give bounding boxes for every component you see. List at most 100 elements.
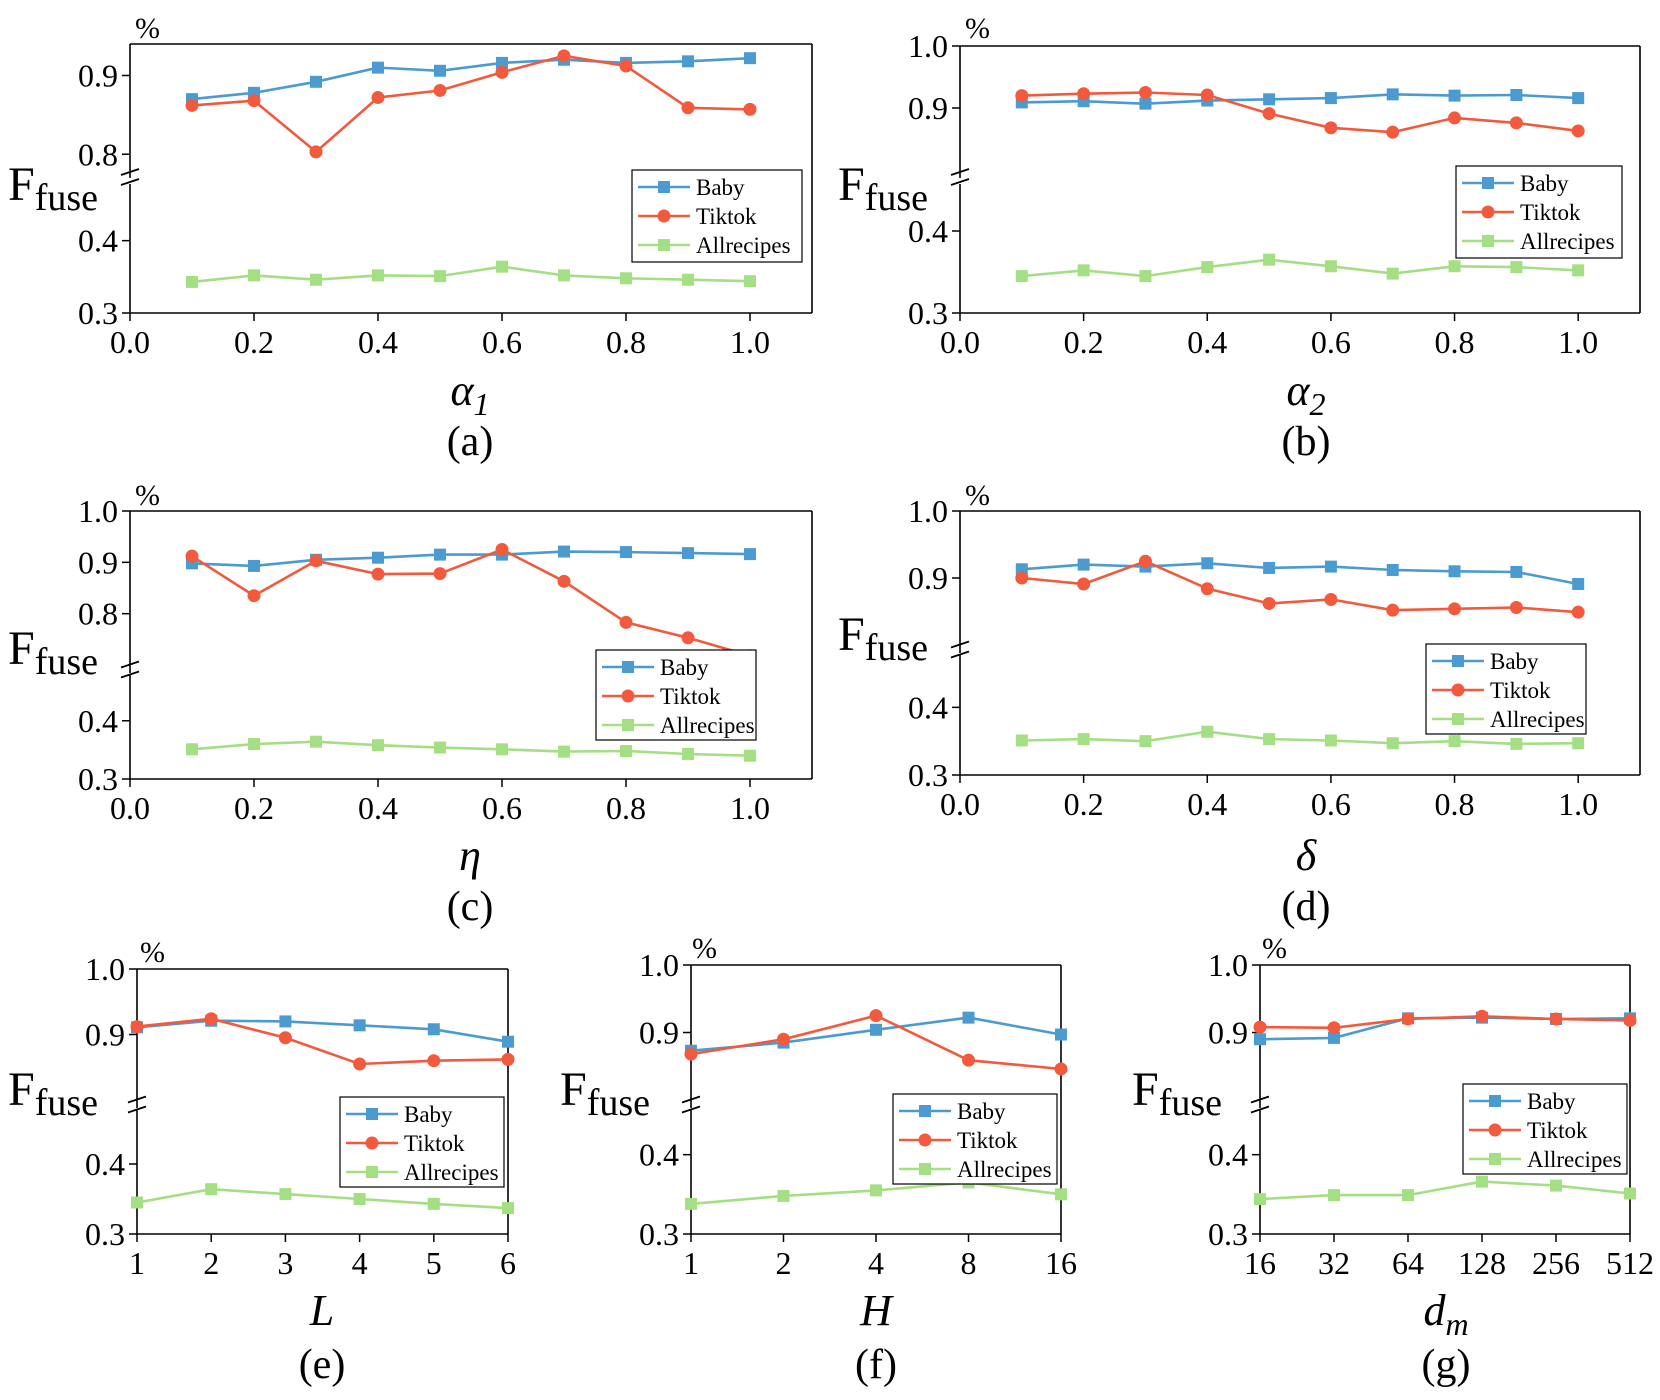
baby-marker <box>1452 655 1464 667</box>
subplot-caption: (f) <box>855 1342 897 1388</box>
baby-marker <box>1489 1095 1501 1107</box>
baby-marker <box>434 65 446 77</box>
allrecipes-marker <box>1476 1176 1488 1188</box>
allrecipes-marker <box>658 239 670 251</box>
tiktok-marker <box>248 94 261 107</box>
tiktok-marker <box>1572 124 1585 137</box>
x-tick-label: 0.8 <box>1435 324 1475 360</box>
y-axis-label: Ffuse <box>838 158 928 219</box>
baby-marker <box>1325 561 1337 573</box>
tiktok-marker <box>1139 555 1152 568</box>
tiktok-marker <box>685 1048 698 1061</box>
allrecipes-marker <box>1387 737 1399 749</box>
legend-label: Allrecipes <box>957 1157 1052 1182</box>
allrecipes-marker <box>1510 738 1522 750</box>
tiktok-marker <box>1510 116 1523 129</box>
allrecipes-line <box>192 267 750 282</box>
tiktok-marker <box>1077 87 1090 100</box>
legend-label: Tiktok <box>1520 200 1581 225</box>
tiktok-line <box>192 56 750 152</box>
allrecipes-marker <box>186 743 198 755</box>
x-tick-label: 6 <box>500 1245 516 1281</box>
x-tick-label: 0.2 <box>1064 324 1104 360</box>
unit-label: % <box>140 936 165 969</box>
allrecipes-marker <box>1055 1188 1067 1200</box>
y-tick-label: 0.4 <box>78 703 118 739</box>
legend-label: Baby <box>1527 1089 1576 1114</box>
allrecipes-marker <box>1387 268 1399 280</box>
x-tick-label: 0.4 <box>1187 324 1227 360</box>
subplot-caption: (e) <box>299 1342 346 1388</box>
baby-marker <box>1078 559 1090 571</box>
legend-label: Allrecipes <box>1527 1147 1622 1172</box>
allrecipes-marker <box>1510 261 1522 273</box>
tiktok-marker <box>1139 86 1152 99</box>
baby-line <box>192 552 750 566</box>
subplot-caption: (c) <box>447 884 494 930</box>
legend: Baby Tiktok Allrecipes <box>596 650 756 740</box>
tiktok-marker <box>620 60 633 73</box>
legend-label: Baby <box>1520 171 1569 196</box>
baby-line <box>137 1021 508 1042</box>
allrecipes-marker <box>1572 737 1584 749</box>
allrecipes-marker <box>1624 1188 1636 1200</box>
x-tick-label: 1.0 <box>730 790 770 826</box>
subplot-f: 0.91.00.30.41 2 4 8 16%FfuseH(f)BabyTiktokAl… <box>560 932 1077 1388</box>
legend-label: Tiktok <box>957 1128 1018 1153</box>
tiktok-marker <box>658 210 671 223</box>
legend-label: Allrecipes <box>404 1160 499 1185</box>
allrecipes-marker <box>434 742 446 754</box>
x-tick-label: 1 <box>683 1245 699 1281</box>
series-tiktok <box>186 543 757 662</box>
tiktok-marker <box>1328 1021 1341 1034</box>
allrecipes-line <box>192 742 750 756</box>
y-tick-label: 0.9 <box>85 1017 125 1053</box>
tiktok-marker <box>622 690 635 703</box>
baby-marker <box>682 55 694 67</box>
x-tick-label: 0.2 <box>234 324 274 360</box>
tiktok-line <box>192 550 750 656</box>
allrecipes-marker <box>1572 264 1584 276</box>
tiktok-marker <box>496 543 509 556</box>
x-axis-label: α1 <box>450 366 489 422</box>
x-axis-label: α2 <box>1286 366 1325 422</box>
subplot-caption: (b) <box>1282 419 1331 465</box>
legend-label: Tiktok <box>1527 1118 1588 1143</box>
x-tick-label: 1 <box>129 1245 145 1281</box>
baby-marker <box>434 549 446 561</box>
baby-marker <box>1254 1033 1266 1045</box>
x-tick-label: 0.2 <box>1064 786 1104 822</box>
legend: Baby Tiktok Allrecipes <box>340 1097 504 1187</box>
y-tick-label: 1.0 <box>908 493 948 529</box>
subplot-caption: (a) <box>447 419 494 465</box>
allrecipes-marker <box>682 748 694 760</box>
y-axis-label: Ffuse <box>1132 1063 1222 1124</box>
allrecipes-marker <box>1016 735 1028 747</box>
baby-marker <box>744 548 756 560</box>
x-tick-label: 1.0 <box>1558 786 1598 822</box>
tiktok-marker <box>1386 604 1399 617</box>
tiktok-marker <box>1476 1010 1489 1023</box>
allrecipes-marker <box>372 269 384 281</box>
baby-marker <box>1449 90 1461 102</box>
x-tick-label: 0.6 <box>1311 324 1351 360</box>
subplot-b: 0.91.00.30.40.0 0.2 0.4 0.6 0.8 1.0%Ffuseα2(b… <box>838 12 1640 465</box>
y-tick-label: 0.9 <box>639 1015 679 1051</box>
allrecipes-marker <box>1078 733 1090 745</box>
x-tick-label: 4 <box>868 1245 884 1281</box>
series-baby <box>1016 88 1584 109</box>
x-tick-label: 2 <box>203 1245 219 1281</box>
tiktok-marker <box>1015 572 1028 585</box>
tiktok-marker <box>434 567 447 580</box>
allrecipes-marker <box>310 736 322 748</box>
x-axis-label: L <box>309 1286 334 1335</box>
legend-label: Allrecipes <box>696 233 791 258</box>
allrecipes-line <box>1260 1182 1630 1200</box>
allrecipes-marker <box>870 1184 882 1196</box>
baby-marker <box>1449 565 1461 577</box>
x-tick-label: 0.6 <box>482 790 522 826</box>
allrecipes-line <box>1022 260 1578 276</box>
allrecipes-marker <box>1550 1180 1562 1192</box>
baby-marker <box>248 560 260 572</box>
allrecipes-marker <box>186 276 198 288</box>
